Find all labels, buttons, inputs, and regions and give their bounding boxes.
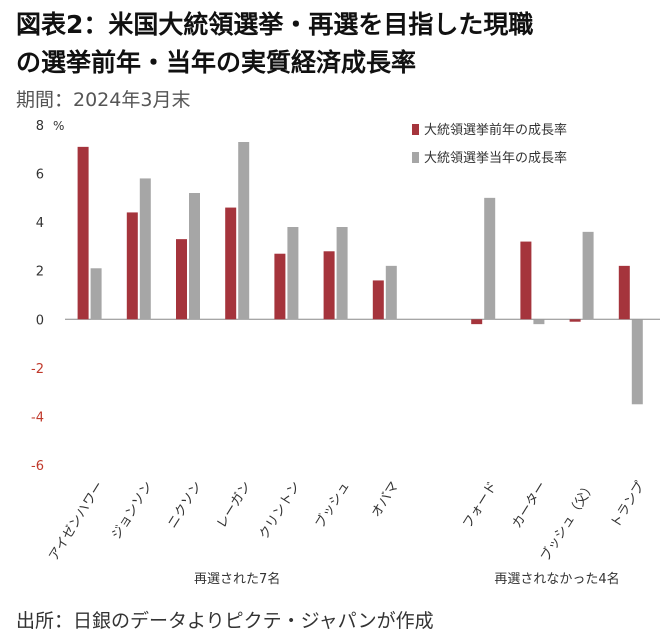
x-category-label: クリントン <box>257 479 304 542</box>
bar-chart: 8 6 4 2 0 -2 -4 -6% アイゼンハワー ジョンソン ニクソン レーガン クリントン ブッシ… <box>31 119 660 587</box>
bar <box>323 251 335 320</box>
y-tick-label: -4 <box>31 410 44 425</box>
group-label: 再選されなかった4名 <box>494 571 619 587</box>
period-label: 期間：2024年3月末 <box>16 89 191 111</box>
bar <box>139 178 151 320</box>
y-tick-label: -2 <box>31 362 44 377</box>
bar <box>582 231 594 320</box>
y-tick-label: 6 <box>36 168 44 183</box>
bar <box>520 241 532 320</box>
y-tick-label: 2 <box>36 265 44 280</box>
bar <box>336 227 348 320</box>
bar <box>287 227 299 320</box>
legend-label: 大統領選挙当年の成長率 <box>424 150 567 166</box>
group-label: 再選された7名 <box>194 571 280 587</box>
legend-swatch <box>412 152 419 163</box>
bar <box>569 319 581 322</box>
bar <box>189 193 200 320</box>
x-category-label: ブッシュ <box>312 479 353 532</box>
x-category-label: ジョンソン <box>109 479 156 542</box>
x-category-label: レーガン <box>214 479 254 531</box>
title-line-1: 図表2：米国大統領選挙・再選を目指した現職 <box>16 10 534 39</box>
title-line-2: の選挙前年・当年の実質経済成長率 <box>16 48 417 77</box>
x-category-label: フォード <box>460 479 500 531</box>
y-tick-label: 0 <box>36 313 44 328</box>
chart-title: 図表2：米国大統領選挙・再選を目指した現職 の選挙前年・当年の実質経済成長率 <box>16 6 656 82</box>
bar <box>372 280 384 320</box>
legend-label: 大統領選挙前年の成長率 <box>424 122 567 138</box>
y-tick-label: 4 <box>36 216 44 231</box>
y-tick-label: -6 <box>31 459 44 474</box>
source-note: 出所：日銀のデータよりピクテ・ジャパンが作成 <box>16 610 434 632</box>
x-category-label: オバマ <box>369 479 402 520</box>
legend-swatch <box>412 124 419 135</box>
x-category-label: カーター <box>510 479 550 531</box>
y-tick-label: 8 <box>36 119 44 134</box>
bar <box>631 319 643 405</box>
x-category-label: アイゼンハワー <box>46 479 107 564</box>
bar <box>90 268 102 320</box>
x-category-label: トランプ <box>608 479 648 531</box>
bar <box>225 207 237 320</box>
bar <box>238 142 250 320</box>
bar <box>618 265 630 320</box>
bar <box>385 265 397 320</box>
bar <box>126 212 138 320</box>
y-unit-label: % <box>53 119 64 133</box>
x-category-label: ニクソン <box>165 479 205 531</box>
bar <box>471 319 483 325</box>
bar <box>533 319 545 325</box>
bar <box>176 239 187 320</box>
bar <box>484 197 496 320</box>
bar <box>274 253 286 320</box>
bar <box>77 146 89 320</box>
